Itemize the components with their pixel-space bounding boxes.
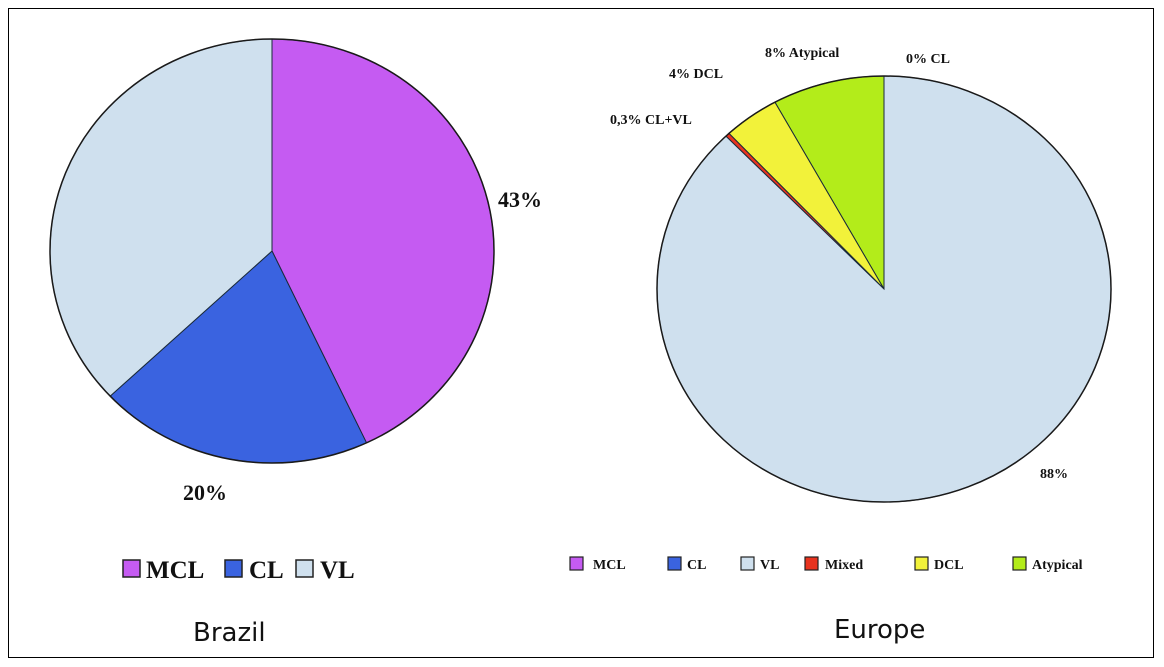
europe-legend-label-vl: VL xyxy=(760,558,779,573)
brazil-mcl-label: 43% xyxy=(498,187,542,212)
europe-caption: Europe xyxy=(834,615,925,645)
europe-legend-swatch-dcl xyxy=(914,556,929,571)
europe-pie-slice-vl xyxy=(656,75,1112,503)
europe-mixed-label: 0,3% CL+VL xyxy=(610,113,692,128)
brazil-pie-outline xyxy=(49,38,495,464)
europe-pie-outline xyxy=(656,75,1112,503)
europe-legend-label-mixed: Mixed xyxy=(825,558,863,573)
europe-legend-swatch-vl xyxy=(740,556,755,571)
europe-atypical-label: 8% Atypical xyxy=(765,46,839,61)
europe-legend-swatch-cl xyxy=(667,556,682,571)
figure-frame xyxy=(8,8,1154,658)
brazil-caption: Brazil xyxy=(193,618,266,648)
brazil-pie xyxy=(49,38,495,464)
europe-legend-label-mcl: MCL xyxy=(593,558,626,573)
brazil-legend-swatch-cl xyxy=(224,559,243,578)
europe-cl-label: 0% CL xyxy=(906,52,950,67)
brazil-legend-label-cl: CL xyxy=(249,557,284,584)
europe-pie xyxy=(656,75,1112,503)
europe-legend-label-cl: CL xyxy=(687,558,706,573)
brazil-cl-label: 20% xyxy=(183,480,227,505)
europe-dcl-label: 4% DCL xyxy=(669,67,723,82)
europe-legend-swatch-mcl xyxy=(569,556,584,571)
brazil-legend-label-mcl: MCL xyxy=(146,557,204,584)
brazil-legend-label-vl: VL xyxy=(320,557,355,584)
brazil-legend-swatch-vl xyxy=(295,559,314,578)
europe-legend-label-dcl: DCL xyxy=(934,558,964,573)
europe-legend-label-atypical: Atypical xyxy=(1032,558,1083,573)
brazil-legend-swatch-mcl xyxy=(122,559,141,578)
europe-legend: MCL CL VL Mixed DCL Atypical xyxy=(569,556,1083,573)
europe-legend-swatch-mixed xyxy=(804,556,819,571)
europe-legend-swatch-atypical xyxy=(1012,556,1027,571)
brazil-legend: MCL CL VL xyxy=(122,557,355,584)
europe-vl-label: 88% xyxy=(1040,467,1068,482)
